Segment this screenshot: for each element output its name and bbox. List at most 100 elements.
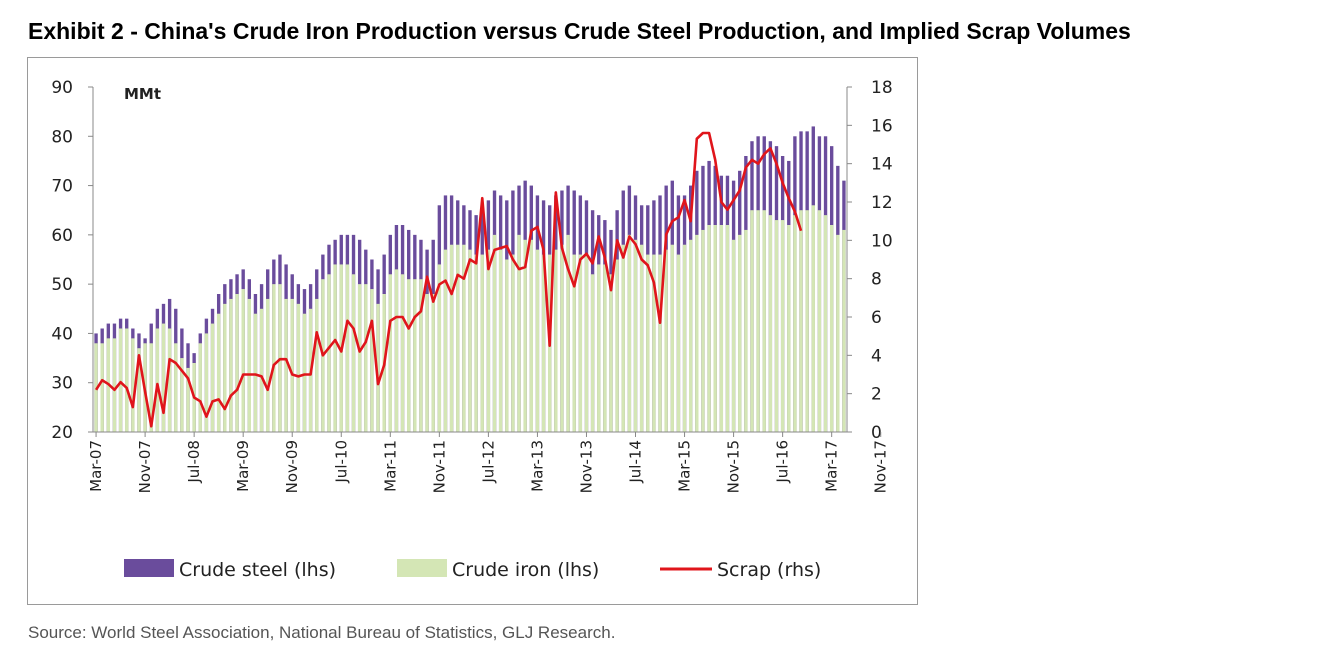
crude-iron-bar xyxy=(762,210,766,432)
crude-iron-bar xyxy=(180,358,184,432)
crude-iron-bar xyxy=(149,343,153,432)
left-tick-label: 50 xyxy=(51,275,73,295)
crude-iron-bar xyxy=(566,234,570,432)
x-tick-label: Jul-16 xyxy=(774,440,792,484)
crude-iron-bar xyxy=(468,249,472,432)
crude-iron-bar xyxy=(676,254,681,432)
crude-iron-bar xyxy=(609,274,613,432)
crude-iron-bar xyxy=(351,274,356,432)
bars-layer xyxy=(94,126,846,433)
x-tick-label: Jul-14 xyxy=(627,440,645,484)
crude-iron-bar xyxy=(829,225,834,432)
x-tick-label: Nov-09 xyxy=(283,440,301,493)
x-tick-label: Mar-13 xyxy=(528,440,546,492)
crude-iron-bar xyxy=(327,274,331,432)
crude-iron-bar xyxy=(474,254,478,432)
crude-iron-bar xyxy=(345,264,350,432)
crude-iron-bar xyxy=(689,239,693,432)
crude-iron-bar xyxy=(259,308,264,432)
crude-iron-bar xyxy=(817,210,822,432)
unit-label: MMt xyxy=(124,85,161,103)
crude-iron-bar xyxy=(376,303,380,432)
crude-iron-bar xyxy=(793,215,797,432)
x-tick-label: Nov-17 xyxy=(872,440,890,493)
crude-iron-bar xyxy=(253,313,258,432)
crude-iron-bar xyxy=(584,254,589,432)
crude-iron-bar xyxy=(247,298,251,432)
crude-iron-bar xyxy=(646,254,650,432)
crude-iron-bar xyxy=(131,338,135,432)
x-tick-label: Jul-12 xyxy=(479,440,497,484)
crude-iron-bar xyxy=(713,225,717,432)
crude-iron-bar xyxy=(750,210,754,432)
x-tick-label: Nov-11 xyxy=(430,440,448,493)
x-tick-label: Mar-17 xyxy=(823,440,841,492)
crude-iron-bar xyxy=(235,294,239,432)
crude-iron-bar xyxy=(364,284,368,432)
left-tick-label: 20 xyxy=(51,423,73,443)
crude-iron-bar xyxy=(492,234,497,432)
crude-iron-bar xyxy=(842,229,846,432)
crude-iron-bar xyxy=(682,244,687,432)
crude-iron-bar xyxy=(223,303,227,432)
crude-iron-bar xyxy=(400,274,405,432)
right-tick-label: 16 xyxy=(871,116,893,136)
x-tick-label: Mar-11 xyxy=(381,440,399,492)
crude-iron-bar xyxy=(216,313,221,432)
legend: Crude steel (lhs) Crude iron (lhs) Scrap… xyxy=(124,559,821,581)
crude-iron-bar xyxy=(456,244,460,432)
crude-iron-bar xyxy=(100,343,104,432)
crude-iron-bar xyxy=(787,225,791,432)
right-tick-label: 18 xyxy=(871,78,893,98)
crude-iron-bar xyxy=(272,284,276,432)
source-note: Source: World Steel Association, Nationa… xyxy=(28,623,616,642)
crude-iron-bar xyxy=(707,225,711,432)
crude-iron-bar xyxy=(756,210,760,432)
crude-iron-bar xyxy=(658,254,662,432)
crude-iron-bar xyxy=(229,298,233,432)
crude-iron-bar xyxy=(639,244,644,432)
crude-iron-bar xyxy=(738,234,742,432)
crude-iron-bar xyxy=(425,294,429,432)
crude-iron-bar xyxy=(664,249,668,432)
crude-iron-bar xyxy=(241,289,245,432)
crude-iron-bar xyxy=(357,284,362,432)
crude-iron-bar xyxy=(431,294,435,432)
crude-iron-bar xyxy=(554,249,558,432)
crude-iron-bar xyxy=(774,220,779,432)
crude-iron-bar xyxy=(823,215,828,432)
right-tick-label: 8 xyxy=(871,270,882,290)
crude-iron-bar xyxy=(731,239,736,432)
right-tick-label: 2 xyxy=(871,385,882,405)
left-tick-label: 70 xyxy=(51,177,73,197)
crude-iron-bar xyxy=(805,210,809,432)
x-tick-label: Nov-07 xyxy=(136,440,154,493)
crude-iron-bar xyxy=(388,274,392,432)
crude-iron-bar xyxy=(266,298,270,432)
legend-swatch-crude-steel xyxy=(124,559,174,577)
crude-iron-bar xyxy=(725,225,730,432)
left-tick-label: 40 xyxy=(51,324,73,344)
right-tick-label: 4 xyxy=(871,346,882,366)
crude-iron-bar xyxy=(603,264,607,432)
legend-swatch-crude-iron xyxy=(397,559,447,577)
left-tick-label: 80 xyxy=(51,127,73,147)
crude-iron-bar xyxy=(505,259,509,432)
crude-iron-bar xyxy=(627,234,632,432)
left-tick-label: 90 xyxy=(51,78,73,98)
crude-iron-bar xyxy=(670,244,674,432)
crude-iron-bar xyxy=(615,259,619,432)
x-tick-label: Mar-15 xyxy=(676,440,694,492)
crude-iron-bar xyxy=(799,210,803,432)
x-tick-label: Mar-07 xyxy=(87,440,105,492)
crude-iron-bar xyxy=(462,244,466,432)
x-tick-label: Mar-09 xyxy=(234,440,252,492)
crude-iron-bar xyxy=(511,254,515,432)
crude-iron-bar xyxy=(523,239,527,432)
crude-iron-bar xyxy=(394,269,399,432)
crude-iron-bar xyxy=(590,274,595,432)
crude-iron-bar xyxy=(480,254,484,432)
crude-iron-bar xyxy=(284,298,288,432)
right-tick-label: 10 xyxy=(871,231,893,251)
